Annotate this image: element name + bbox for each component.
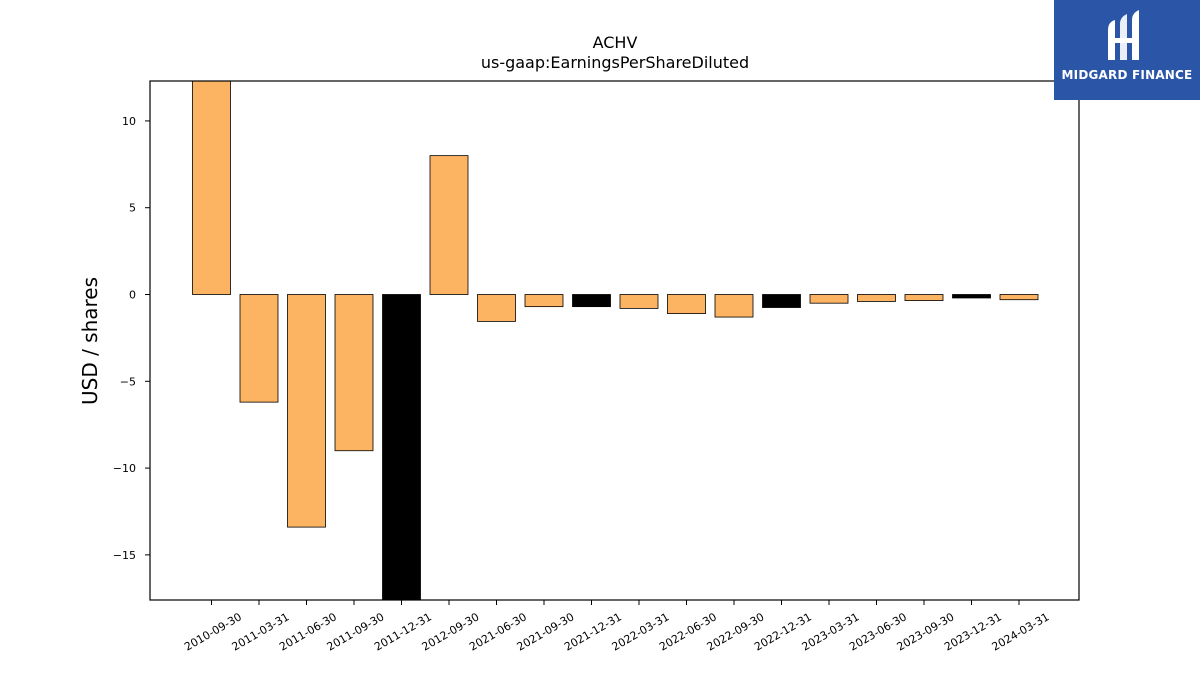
bar-2022-03-31 (619, 294, 659, 309)
bar-2023-06-30 (857, 294, 896, 302)
y-tick-label: 10 (122, 115, 136, 128)
chart-subtitle: us-gaap:EarningsPerShareDiluted (481, 53, 749, 72)
bar-2021-06-30 (477, 294, 516, 322)
bar-2011-03-31 (239, 294, 279, 403)
y-tick-label: 5 (129, 202, 136, 215)
y-tick-label: −5 (120, 375, 136, 388)
y-tick-label: −10 (113, 462, 136, 475)
bar-2022-06-30 (667, 294, 706, 314)
bar-2011-12-31 (382, 294, 421, 601)
y-ticks-group: 10 5 0 −5 −10 −15 (113, 115, 150, 562)
bar-2023-12-31 (952, 294, 991, 299)
bar-2010-09-30 (192, 80, 231, 295)
bar-2011-06-30 (287, 294, 326, 528)
plot-frame (149, 80, 1080, 601)
midgard-finance-logo: MIDGARD FINANCE (1054, 0, 1200, 100)
bar-2024-03-31 (999, 294, 1039, 301)
chart-title: ACHV (593, 33, 638, 52)
bar-2021-12-31 (572, 294, 611, 308)
bar-2012-09-30 (429, 155, 469, 295)
bar-2021-09-30 (524, 294, 564, 308)
bar-2023-03-31 (809, 294, 849, 304)
bar-2023-09-30 (904, 294, 944, 301)
midgard-logo-icon (1108, 10, 1139, 60)
bars-group (192, 80, 1039, 601)
bar-2022-12-31 (762, 294, 801, 308)
logo-text: MIDGARD FINANCE (1061, 68, 1193, 82)
y-tick-label: −15 (113, 549, 136, 562)
bar-2022-09-30 (714, 294, 754, 318)
bar-2011-09-30 (334, 294, 374, 452)
y-tick-label: 0 (129, 289, 136, 302)
y-axis-label: USD / shares (78, 277, 102, 405)
x-ticks-group: 2010-09-302011-03-312011-06-302011-09-30… (182, 600, 1052, 654)
